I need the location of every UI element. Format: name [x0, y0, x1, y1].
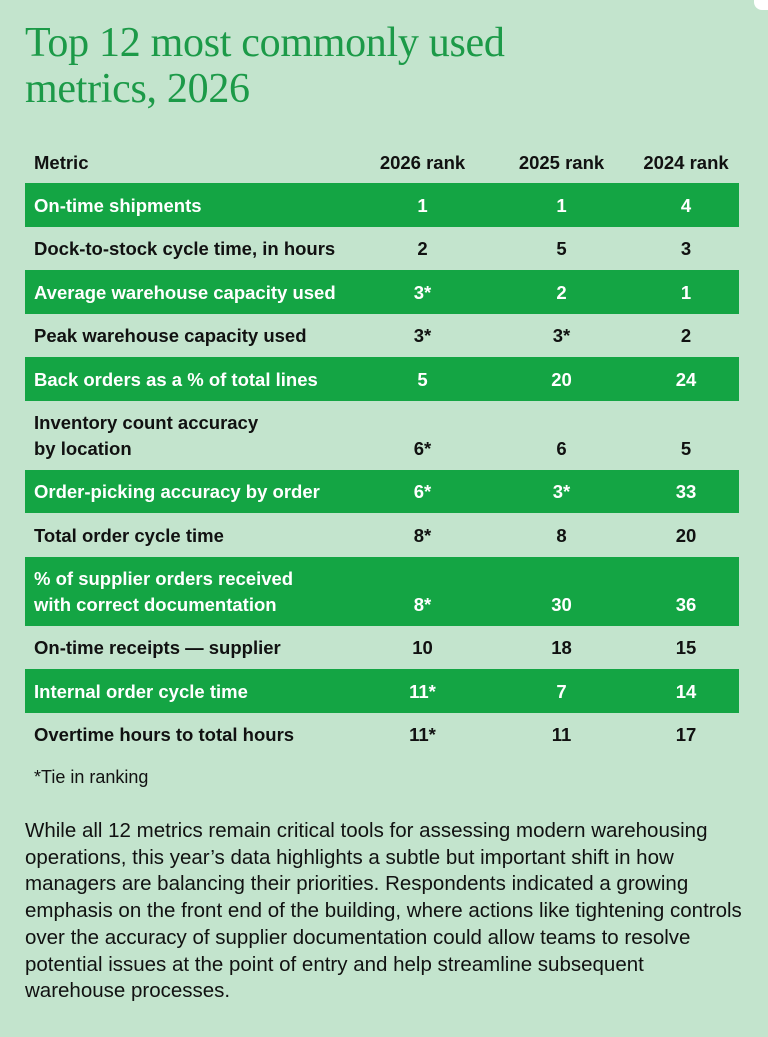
- header-2024-rank: 2024 rank: [643, 152, 729, 173]
- page-title: Top 12 most commonly used metrics, 2026: [25, 20, 725, 112]
- rank-2026: 11*: [409, 680, 436, 702]
- table-row: On-time receipts — supplier 10 18 15: [25, 626, 739, 670]
- rank-2024: 1: [680, 281, 692, 303]
- header-2025-rank: 2025 rank: [518, 152, 605, 173]
- table-row: Peak warehouse capacity used 3* 3* 2: [25, 314, 739, 358]
- rank-2026: 10: [412, 637, 433, 658]
- rank-2026: 6*: [413, 437, 432, 459]
- metric-name: On-time receipts — supplier: [34, 637, 281, 658]
- corner-decoration: [754, 0, 768, 10]
- rank-2026: 2: [417, 238, 428, 259]
- rank-2025: 11: [551, 724, 572, 745]
- rank-2025: 7: [556, 680, 567, 702]
- rank-2024: 33: [675, 481, 697, 502]
- rank-2025: 3*: [552, 481, 571, 502]
- header-2026-rank: 2026 rank: [379, 152, 466, 173]
- title-line-2: metrics, 2026: [25, 66, 250, 112]
- rank-2024: 17: [675, 724, 697, 745]
- rank-2026: 3*: [413, 325, 432, 346]
- rank-2024: 36: [675, 593, 697, 615]
- rank-2024: 14: [675, 680, 697, 702]
- rank-2024: 5: [680, 437, 692, 459]
- rank-2026: 6*: [413, 481, 432, 502]
- table-row: Total order cycle time 8* 8 20: [25, 513, 739, 557]
- table-row: Inventory count accuracy by location 6* 6…: [25, 401, 739, 470]
- metric-name: Dock-to-stock cycle time, in hours: [34, 238, 336, 259]
- rank-2025: 18: [551, 637, 572, 658]
- title-line-1: Top 12 most commonly used: [25, 20, 505, 66]
- table-row: % of supplier orders received with correc…: [25, 556, 739, 626]
- rank-2026: 8*: [413, 593, 432, 615]
- rank-2025: 2: [556, 281, 567, 303]
- table-row: Order-picking accuracy by order 6* 3* 33: [25, 469, 739, 513]
- body-paragraph: While all 12 metrics remain critical too…: [25, 819, 742, 1003]
- rank-2024: 3: [680, 238, 692, 259]
- rank-2026: 1: [417, 194, 428, 216]
- metric-name: Peak warehouse capacity used: [34, 325, 307, 346]
- metric-name: Inventory count accuracy by location: [34, 411, 259, 459]
- metric-name: % of supplier orders received with correc…: [34, 567, 294, 615]
- rank-2025: 5: [556, 238, 567, 259]
- table-row: Average warehouse capacity used 3* 2 1: [25, 270, 739, 314]
- rank-2025: 30: [551, 593, 572, 615]
- table-row: Dock-to-stock cycle time, in hours 2 5 3: [25, 227, 739, 271]
- rank-2025: 20: [551, 368, 572, 390]
- metric-name: Internal order cycle time: [34, 680, 248, 702]
- table-row: Overtime hours to total hours 11* 11 17: [25, 713, 739, 757]
- rank-2024: 2: [680, 325, 692, 346]
- metrics-table: Metric 2026 rank 2025 rank 2024 rank On-…: [25, 138, 739, 756]
- table-row: Back orders as a % of total lines 5 20 2…: [25, 357, 739, 401]
- tie-footnote: *Tie in ranking: [34, 767, 149, 787]
- table-header-row: Metric 2026 rank 2025 rank 2024 rank: [25, 138, 739, 183]
- rank-2026: 5: [417, 368, 428, 390]
- rank-2025: 3*: [552, 325, 571, 346]
- metric-name: Overtime hours to total hours: [34, 724, 295, 745]
- rank-2026: 3*: [413, 281, 432, 303]
- header-metric: Metric: [34, 152, 89, 173]
- rank-2026: 11*: [409, 724, 436, 745]
- table-row: On-time shipments 1 1 4: [25, 183, 739, 227]
- metric-name: Average warehouse capacity used: [34, 281, 336, 303]
- rank-2024: 20: [675, 524, 697, 546]
- rank-2025: 1: [556, 194, 567, 216]
- rank-2024: 15: [675, 637, 697, 658]
- metric-name: Total order cycle time: [34, 524, 224, 546]
- rank-2024: 24: [675, 368, 697, 390]
- metric-name: Back orders as a % of total lines: [34, 368, 318, 390]
- rank-2024: 4: [680, 194, 692, 216]
- rank-2025: 8: [556, 524, 567, 546]
- rank-2026: 8*: [413, 524, 432, 546]
- metric-name: Order-picking accuracy by order: [34, 481, 320, 502]
- rank-2025: 6: [556, 437, 567, 459]
- metric-name: On-time shipments: [34, 194, 202, 216]
- table-row: Internal order cycle time 11* 7 14: [25, 669, 739, 713]
